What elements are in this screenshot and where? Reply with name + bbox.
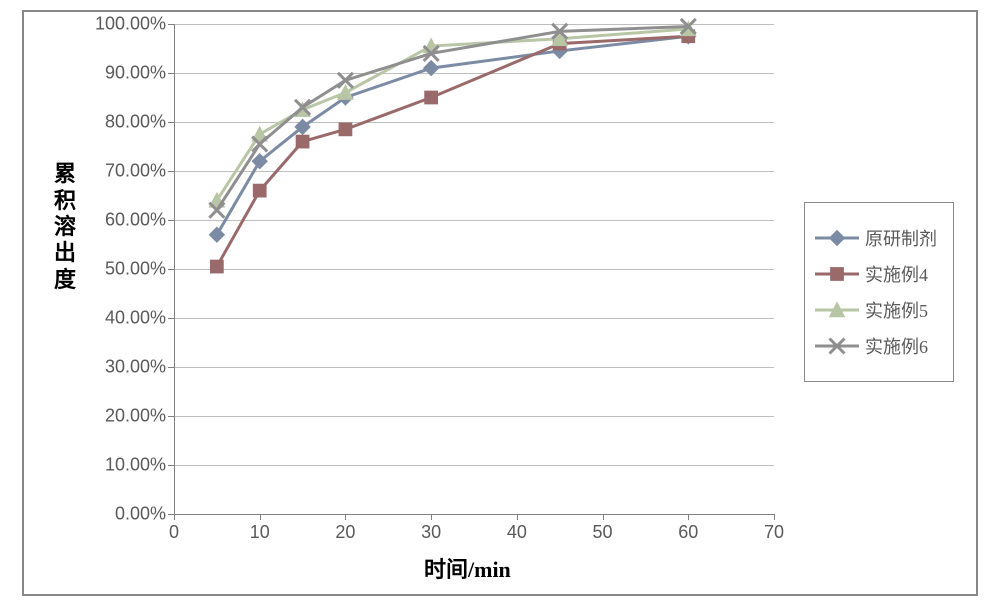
series-marker-1 xyxy=(425,91,438,104)
legend-label: 原研制剂 xyxy=(865,225,937,251)
legend-label: 实施例5 xyxy=(865,297,928,323)
legend-item: 实施例4 xyxy=(815,261,937,287)
legend-swatch xyxy=(815,336,859,356)
series-marker-1 xyxy=(210,260,223,273)
y-tick-label: 80.00% xyxy=(105,112,166,133)
series-line-2 xyxy=(217,29,688,201)
x-tick-label: 0 xyxy=(169,522,179,543)
x-tick-label: 20 xyxy=(335,522,355,543)
x-tick xyxy=(774,514,775,520)
x-tick-label: 40 xyxy=(507,522,527,543)
legend-item: 实施例5 xyxy=(815,297,937,323)
x-tick-label: 70 xyxy=(764,522,784,543)
series-line-1 xyxy=(217,36,688,266)
y-tick-label: 60.00% xyxy=(105,210,166,231)
legend-swatch xyxy=(815,228,859,248)
legend-label: 实施例4 xyxy=(865,261,928,287)
x-axis-label: 时间/min xyxy=(424,552,511,584)
y-tick-label: 20.00% xyxy=(105,406,166,427)
series-line-0 xyxy=(217,36,688,234)
y-tick-label: 70.00% xyxy=(105,161,166,182)
y-tick-label: 100.00% xyxy=(95,14,166,35)
y-tick-label: 10.00% xyxy=(105,455,166,476)
x-tick-label: 50 xyxy=(593,522,613,543)
x-axis xyxy=(174,514,774,515)
y-tick-label: 0.00% xyxy=(115,504,166,525)
series-marker-1 xyxy=(253,184,266,197)
y-tick-label: 90.00% xyxy=(105,63,166,84)
x-tick-label: 10 xyxy=(250,522,270,543)
series-marker-0 xyxy=(424,61,439,76)
series-line-3 xyxy=(217,26,688,210)
legend-item: 实施例6 xyxy=(815,333,937,359)
chart-outer-border: 0.00% 10.00% 20.00% 30.00% 40.00% 50.00% 60.00… xyxy=(22,10,978,596)
series-marker-1 xyxy=(296,135,309,148)
legend: 原研制剂实施例4 实施例5 实施例6 xyxy=(804,202,954,382)
legend-swatch xyxy=(815,300,859,320)
legend-item: 原研制剂 xyxy=(815,225,937,251)
plot-area: 0.00%10.00%20.00%30.00%40.00%50.00%60.00… xyxy=(174,24,774,514)
series-marker-1 xyxy=(339,123,352,136)
y-tick-label: 40.00% xyxy=(105,308,166,329)
series-layer xyxy=(174,24,774,514)
x-tick-label: 30 xyxy=(421,522,441,543)
y-axis-label: 累积溶出度 xyxy=(54,161,76,293)
y-tick-label: 30.00% xyxy=(105,357,166,378)
series-marker-0 xyxy=(209,227,224,242)
legend-swatch xyxy=(815,264,859,284)
x-tick-label: 60 xyxy=(678,522,698,543)
legend-label: 实施例6 xyxy=(865,333,928,359)
y-tick-label: 50.00% xyxy=(105,259,166,280)
